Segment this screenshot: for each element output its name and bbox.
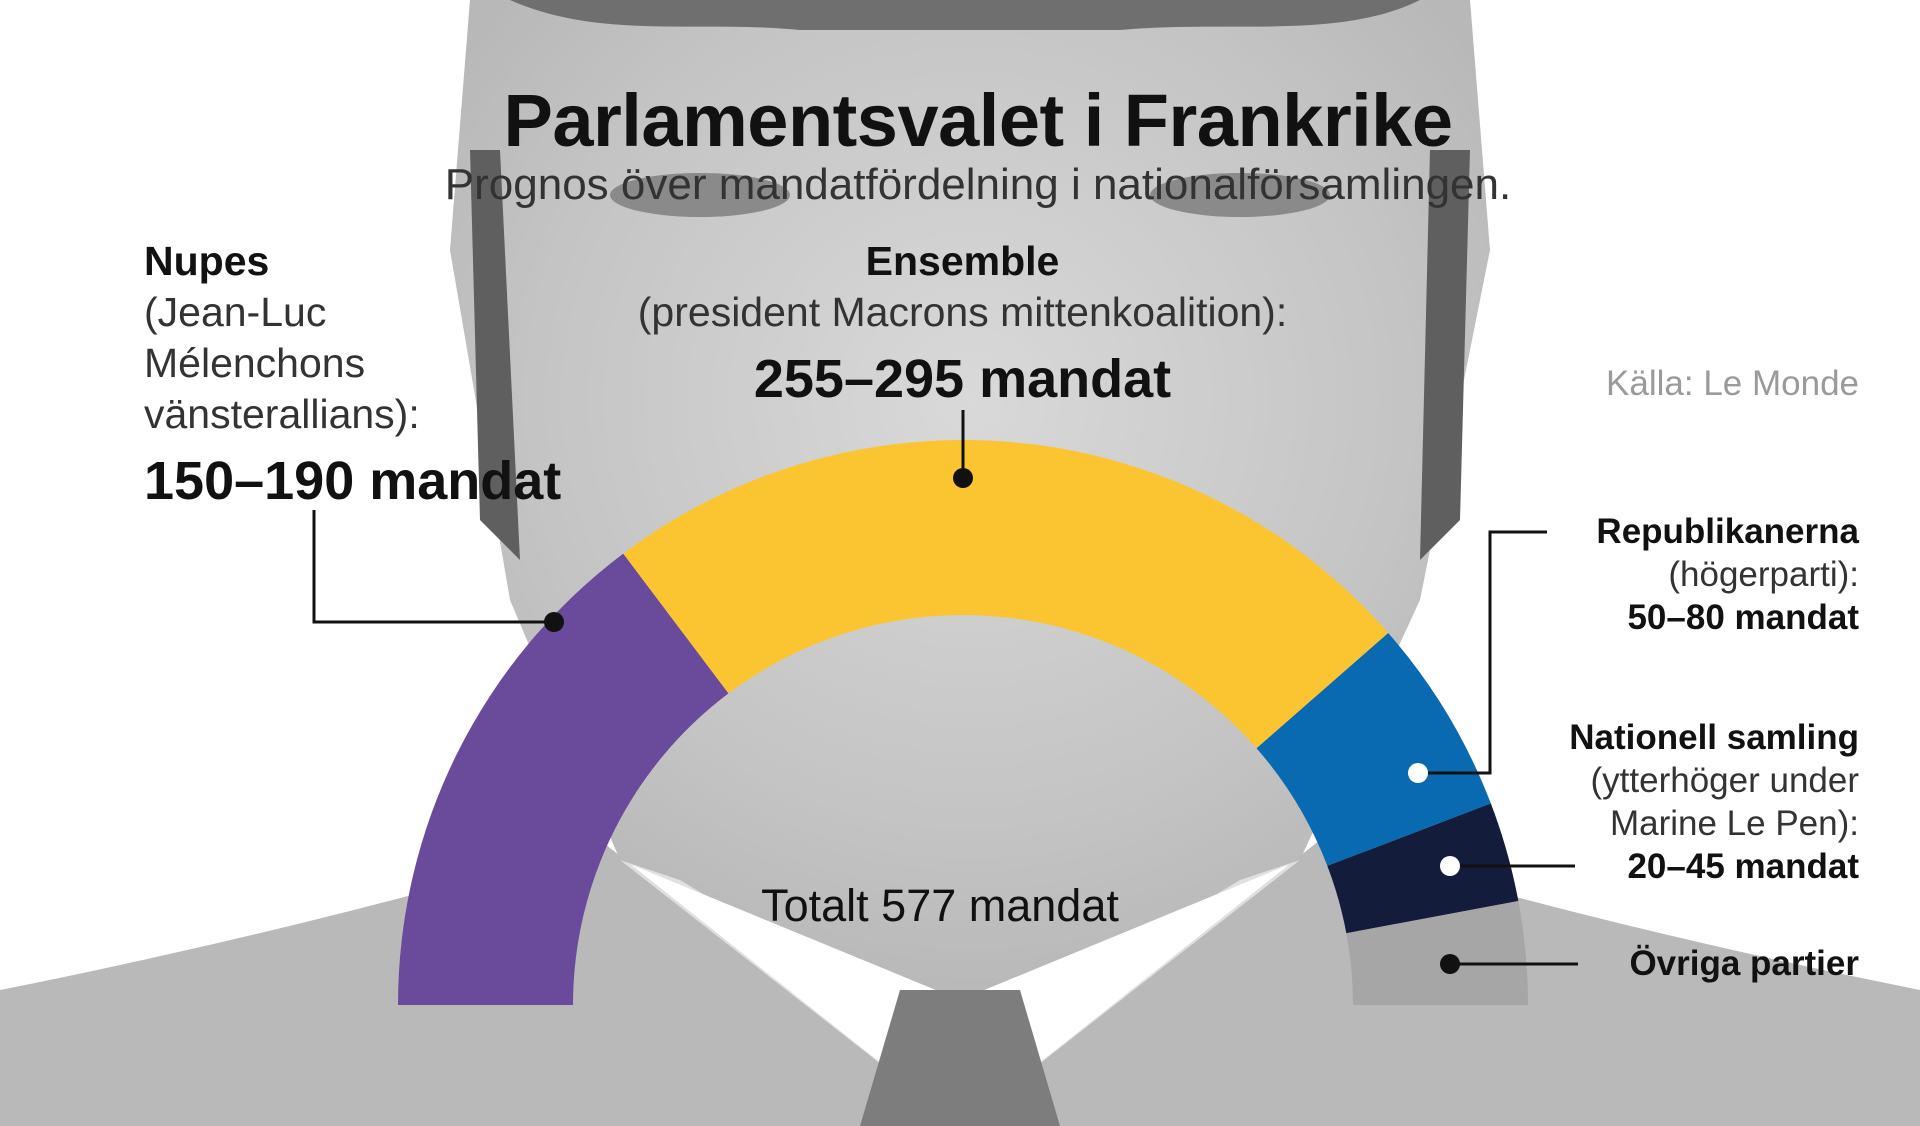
label-republikanerna-name: Republikanerna	[1596, 512, 1859, 551]
label-nationell-samling-desc-1: (ytterhöger under	[1590, 761, 1859, 800]
label-nationell-samling: Nationell samling (ytterhöger under Mari…	[1569, 716, 1859, 888]
arc-segment-nationell-samling	[1327, 803, 1519, 934]
arc-segment-nupes	[398, 553, 729, 1005]
label-ovriga-partier: Övriga partier	[1629, 942, 1859, 985]
source-credit: Källa: Le Monde	[1606, 364, 1859, 403]
marker-dot-nupes	[544, 612, 564, 632]
label-ensemble-value: 255–295 mandat	[753, 349, 1172, 409]
label-nupes: Nupes (Jean-Luc Mélenchons vänsterallian…	[144, 236, 664, 511]
chart-title: Parlamentsvalet i Frankrike	[503, 79, 1453, 162]
arc-segment-övriga-partier	[1346, 901, 1528, 1005]
marker-dot-nationell-samling	[1440, 856, 1460, 876]
label-ensemble-name: Ensemble	[865, 238, 1060, 284]
arc-segment-republikanerna	[1256, 632, 1491, 866]
label-republikanerna: Republikanerna (högerparti): 50–80 manda…	[1596, 510, 1859, 639]
marker-dot-ensemble	[953, 468, 973, 488]
chart-subtitle: Prognos över mandatfördelning i national…	[444, 160, 1512, 209]
label-nupes-desc-3: vänsterallians):	[144, 391, 420, 437]
label-ensemble: Ensemble (president Macrons mittenkoalit…	[480, 236, 1445, 409]
arc-segment-ensemble	[623, 440, 1389, 749]
label-nupes-name: Nupes	[144, 238, 270, 284]
label-ovriga-partier-name: Övriga partier	[1629, 944, 1859, 983]
total-seats-label: Totalt 577 mandat	[761, 880, 1119, 931]
label-nupes-desc-2: Mélenchons	[144, 340, 366, 386]
marker-dot-republikanerna	[1408, 763, 1428, 783]
leader-line-republikanerna	[1418, 530, 1547, 775]
label-nationell-samling-value: 20–45 mandat	[1627, 847, 1859, 886]
marker-dot-ovriga	[1440, 954, 1460, 974]
leader-line-nupes	[312, 510, 554, 624]
label-republikanerna-value: 50–80 mandat	[1627, 598, 1859, 637]
label-republikanerna-desc: (högerparti):	[1668, 555, 1859, 594]
label-nationell-samling-desc-2: Marine Le Pen):	[1609, 804, 1859, 843]
label-nationell-samling-name: Nationell samling	[1569, 718, 1859, 757]
label-nupes-desc-1: (Jean-Luc	[144, 289, 327, 335]
label-ensemble-desc: (president Macrons mittenkoalition):	[637, 289, 1288, 335]
label-nupes-value: 150–190 mandat	[144, 451, 562, 511]
